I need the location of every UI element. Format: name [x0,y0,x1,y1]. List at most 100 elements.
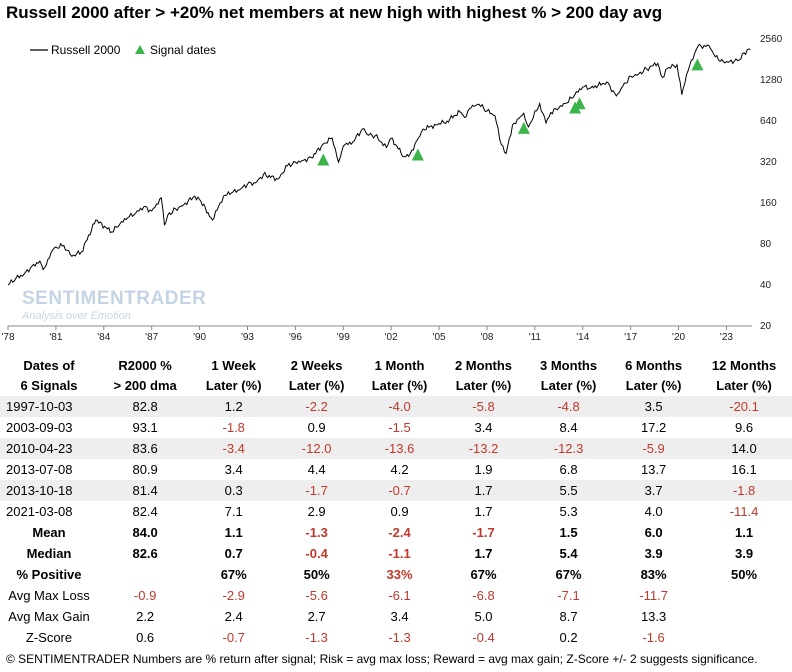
table-cell: -1.3 [388,630,411,645]
x-tick-label: '78 [1,332,14,343]
table-cell: -1.8 [222,420,245,435]
table-cell: 1.7 [474,546,493,561]
row-label: % Positive [16,567,82,582]
table-cell: 6.8 [559,462,578,477]
table-row: 2013-07-08 80.9 3.4 4.4 4.2 1.9 6.8 13.7 16.1 [0,459,792,480]
header-row-2: 6 Signals > 200 dma Later (%) Later (%) Late… [0,376,792,396]
table-cell: -1.3 [305,525,328,540]
table-cell: -1.6 [642,630,665,645]
column-header-sub: > 200 dma [113,378,177,393]
x-tick-label: '84 [97,332,110,343]
table-row: Median 82.6 0.7 -0.4 -1.1 1.7 5.4 3.9 3.9 [0,543,792,564]
row-label: Median [26,546,72,561]
x-tick-label: '23 [720,332,733,343]
table-cell: 1.2 [192,396,276,417]
table-cell: 1.7 [474,504,493,519]
table-row: % Positive 67% 50% 33% 67% 67% 83% 50% [0,564,792,585]
column-header: 6 Months [625,358,683,373]
column-header-sub: Later (%) [288,378,345,393]
table-row: 1997-10-03 82.8 1.2 -2.2 -4.0 -5.8 -4.8 3.5 -20.… [0,396,792,417]
series-line-russell-2000 [7,43,751,286]
table-row: 2021-03-08 82.4 7.1 2.9 0.9 1.7 5.3 4.0 -11.4 [0,501,792,522]
y-tick-label: 160 [760,198,777,209]
table-cell: -11.7 [639,588,668,603]
table-cell: 67% [555,567,582,582]
column-header: 1 Week [211,358,256,373]
table-cell: 16.1 [731,462,757,477]
table-cell: 3.4 [474,420,493,435]
y-tick-label: 2560 [760,34,783,45]
row-label: 2003-09-03 [6,420,73,435]
table-cell: 1.9 [474,462,493,477]
table-cell: 0.7 [224,546,243,561]
table-cell: -4.8 [526,396,612,417]
table-cell: -5.9 [611,438,697,459]
table-cell: 3.9 [644,546,663,561]
table-cell: -6.1 [388,588,411,603]
column-header: 2 Weeks [290,358,343,373]
table-cell: 81.4 [98,480,193,501]
table-cell: 84.0 [132,525,158,540]
row-label: 2010-04-23 [0,438,98,459]
table-cell: -5.8 [440,396,527,417]
table-cell: 80.9 [132,462,158,477]
x-tick-label: '14 [576,332,589,343]
table-cell: -1.5 [388,420,411,435]
table-cell: 0.9 [307,420,326,435]
x-tick-label: '20 [672,332,685,343]
stats-table: Dates of R2000 % 1 Week 2 Weeks 1 Month 2 Mon… [0,356,792,648]
table-cell: -0.9 [133,588,157,603]
table-cell: 13.3 [640,609,667,624]
x-tick-label: '11 [529,332,542,343]
table-cell: 5.3 [559,504,578,519]
table-cell: 1.1 [735,525,754,540]
table-cell: -7.1 [557,588,580,603]
x-tick-label: '96 [289,332,302,343]
table-cell: 2.9 [307,504,326,519]
row-label: 2021-03-08 [6,504,73,519]
table-cell: 50% [731,567,758,582]
table-row: 2010-04-23 83.6 -3.4 -12.0 -13.6 -13.2 -12.3 -5… [0,438,792,459]
y-tick-label: 1280 [760,75,783,86]
table-row: Avg Max Loss -0.9 -2.9 -5.6 -6.1 -6.8 -7.1 -11.… [0,585,792,606]
table-body: 1997-10-03 82.8 1.2 -2.2 -4.0 -5.8 -4.8 3.5 -20.… [0,396,792,648]
table-cell: 8.4 [559,420,578,435]
table-row: 2013-10-18 81.4 0.3 -1.7 -0.7 1.7 5.5 3.7 -1.8 [0,480,792,501]
table-cell: 0.2 [559,630,578,645]
x-tick-label: '05 [433,332,446,343]
table-row: Mean 84.0 1.1 -1.3 -2.4 -1.7 1.5 6.0 1.1 [0,522,792,543]
signal-marker [411,148,424,161]
table-cell: 82.6 [132,546,158,561]
table-cell: 82.4 [132,504,158,519]
watermark: SENTIMENTRADER Analysis over Emotion [22,288,206,322]
y-axis: 20 40 80 160 320 640 1280 2560 [760,34,783,332]
table-cell: 3.5 [611,396,697,417]
row-label: 2013-07-08 [6,462,73,477]
column-header-sub: Later (%) [625,378,682,393]
table-cell: -1.8 [696,480,792,501]
table-cell: -1.1 [388,546,411,561]
x-tick-label: '02 [385,332,398,343]
watermark-brand: SENTIMENTRADER [22,288,207,309]
x-tick-label: '99 [337,332,350,343]
table-cell: -13.2 [440,438,527,459]
table-cell: -2.9 [222,588,245,603]
column-header-sub: Later (%) [540,378,597,393]
table-cell: 1.7 [440,480,527,501]
table-cell: 14.0 [696,438,792,459]
table-cell: 83.6 [98,438,193,459]
table-row: Z-Score 0.6 -0.7 -1.3 -1.3 -0.4 0.2 -1.6 [0,627,792,648]
table-cell [98,564,192,585]
header-row-1: Dates of R2000 % 1 Week 2 Weeks 1 Month 2 Mon… [0,356,792,376]
table-cell: -2.4 [388,525,411,540]
table-cell: -6.8 [472,588,495,603]
table-cell: 17.2 [640,420,667,435]
column-header-sub: Later (%) [371,378,428,393]
x-tick-label: '87 [145,332,158,343]
x-tick-label: '90 [193,332,206,343]
signal-marker [573,97,586,110]
table-cell: 7.1 [224,504,243,519]
row-label: 2013-10-18 [0,480,98,501]
legend-label-russell-2000: Russell 2000 [51,43,121,57]
watermark-tagline: Analysis over Emotion [22,310,131,322]
